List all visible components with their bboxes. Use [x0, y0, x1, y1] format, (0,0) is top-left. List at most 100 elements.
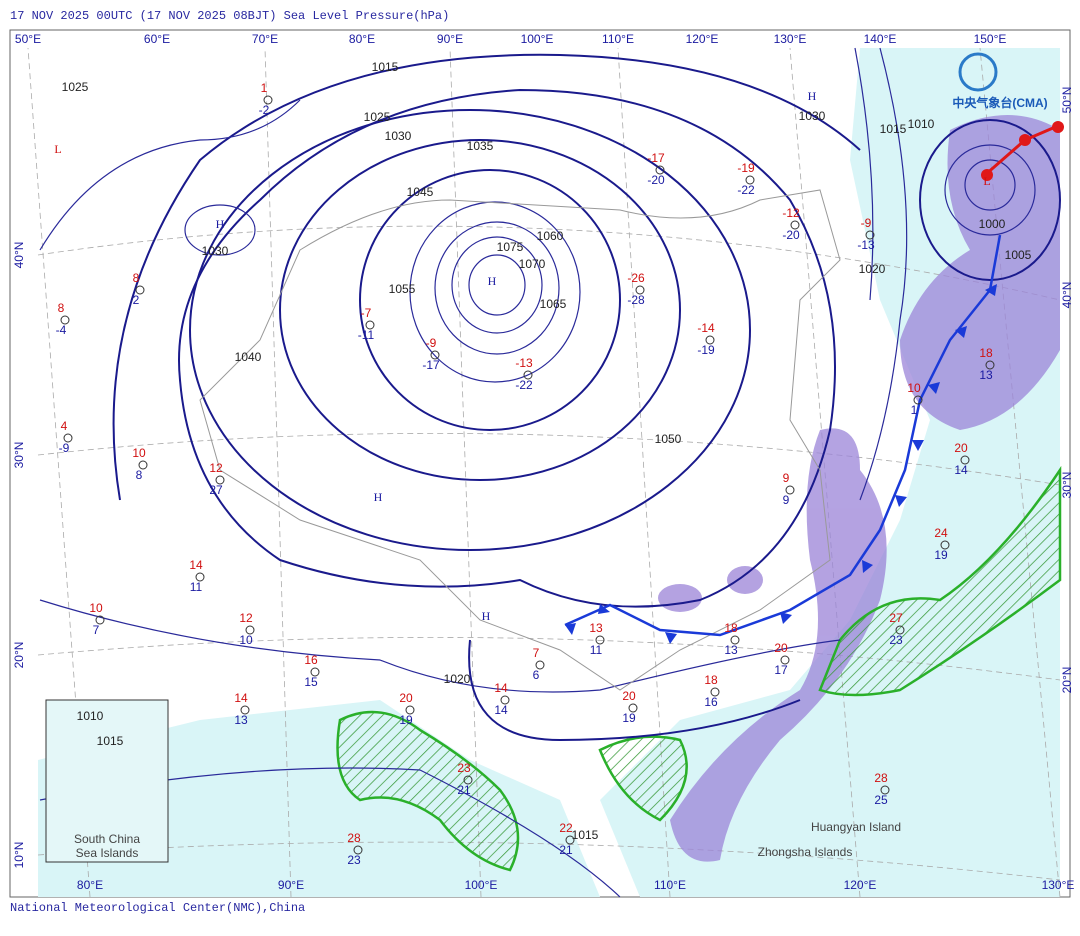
- station-temperature: -17: [647, 151, 665, 165]
- longitude-label: 100°E: [465, 878, 498, 892]
- station-dewpoint: 17: [774, 663, 788, 677]
- station-temperature: 10: [89, 601, 103, 615]
- place-label: Huangyan Island: [811, 820, 901, 834]
- rain-area: [336, 465, 1062, 872]
- station-dewpoint: 7: [93, 623, 100, 637]
- station-dewpoint: 21: [457, 783, 471, 797]
- isobar-label: 1015: [572, 828, 599, 842]
- longitude-label: 90°E: [278, 878, 304, 892]
- station: [790, 220, 800, 230]
- inset-frame: [45, 699, 169, 863]
- latitude-label: 20°N: [12, 642, 26, 669]
- station-temperature: -13: [515, 356, 533, 370]
- station: [635, 285, 645, 295]
- station-temperature: 8: [133, 271, 140, 285]
- station-temperature: 28: [874, 771, 888, 785]
- station-temperature: 28: [347, 831, 361, 845]
- isobar-label: 1055: [389, 282, 416, 296]
- isobar-label: 1030: [799, 109, 826, 123]
- station-dewpoint: -22: [737, 183, 755, 197]
- station-dewpoint: -19: [697, 343, 715, 357]
- station-temperature: 14: [189, 558, 203, 572]
- latitude-label: 40°N: [12, 242, 26, 269]
- longitude-label: 70°E: [252, 32, 278, 46]
- sea: [38, 700, 600, 897]
- station: [365, 320, 375, 330]
- longitude-label: 80°E: [349, 32, 375, 46]
- isobar-label: 1010: [77, 709, 104, 723]
- station-dewpoint: 13: [724, 643, 738, 657]
- station-dewpoint: 25: [874, 793, 888, 807]
- station: [710, 687, 720, 697]
- station: [430, 350, 440, 360]
- station: [785, 485, 795, 495]
- station-dewpoint: 19: [934, 548, 948, 562]
- station: [880, 785, 890, 795]
- longitude-label: 110°E: [602, 32, 634, 46]
- station-temperature: -7: [361, 306, 372, 320]
- station: [195, 572, 205, 582]
- station-dewpoint: 23: [347, 853, 361, 867]
- longitude-label: 110°E: [654, 878, 686, 892]
- longitude-label: 120°E: [686, 32, 719, 46]
- station-dewpoint: -11: [358, 328, 375, 342]
- longitude-label: 80°E: [77, 878, 103, 892]
- place-label: Zhongsha Islands: [758, 845, 853, 859]
- pressure-center: H: [488, 274, 497, 288]
- station-temperature: 22: [559, 821, 573, 835]
- station-dewpoint: 13: [234, 713, 248, 727]
- station-dewpoint: 13: [979, 368, 993, 382]
- station: [310, 667, 320, 677]
- isobar-label: 1065: [540, 297, 567, 311]
- station-temperature: 16: [304, 653, 318, 667]
- station: [500, 695, 510, 705]
- station-dewpoint: 15: [304, 675, 318, 689]
- station-dewpoint: 11: [590, 643, 603, 657]
- isobar-label: 1040: [235, 350, 262, 364]
- place-label: Sea Islands: [76, 846, 139, 860]
- station: [240, 705, 250, 715]
- station: [895, 625, 905, 635]
- station-temperature: 13: [589, 621, 603, 635]
- station-temperature: 23: [457, 761, 471, 775]
- isobar-label: 1015: [97, 734, 124, 748]
- station-dewpoint: -20: [647, 173, 665, 187]
- pressure-center: L: [54, 142, 61, 156]
- station-temperature: -9: [861, 216, 872, 230]
- station: [865, 230, 875, 240]
- station-dewpoint: 19: [399, 713, 413, 727]
- latitude-label: 40°N: [1060, 282, 1074, 309]
- station-dewpoint: 21: [559, 843, 573, 857]
- station: [95, 615, 105, 625]
- isobar-label: 1010: [908, 117, 935, 131]
- station-temperature: 8: [58, 301, 65, 315]
- isobar-label: 1030: [385, 129, 412, 143]
- isobar-label: 1060: [537, 229, 564, 243]
- longitude-label: 100°E: [521, 32, 554, 46]
- station-temperature: 4: [61, 419, 68, 433]
- station-dewpoint: -28: [627, 293, 645, 307]
- isobar-label: 1025: [62, 80, 89, 94]
- front-symbols: [565, 284, 997, 644]
- station-temperature: -9: [426, 336, 437, 350]
- cold-front: [564, 234, 1002, 637]
- station-dewpoint: 2: [133, 293, 140, 307]
- station: [960, 455, 970, 465]
- station: [405, 705, 415, 715]
- pressure-center: L: [983, 174, 990, 188]
- station-temperature: 20: [399, 691, 413, 705]
- isobar-label: 1035: [467, 139, 494, 153]
- station-dewpoint: -2: [259, 103, 270, 117]
- station-dewpoint: -20: [782, 228, 800, 242]
- station: [353, 845, 363, 855]
- station-dewpoint: 14: [494, 703, 508, 717]
- front-symbols: [981, 121, 1064, 181]
- station-temperature: -19: [737, 161, 755, 175]
- station-temperature: 18: [724, 621, 738, 635]
- longitude-label: 60°E: [144, 32, 170, 46]
- station-temperature: -12: [782, 206, 800, 220]
- station: [565, 835, 575, 845]
- station-temperature: 27: [889, 611, 903, 625]
- isobar-label: 1005: [1005, 248, 1032, 262]
